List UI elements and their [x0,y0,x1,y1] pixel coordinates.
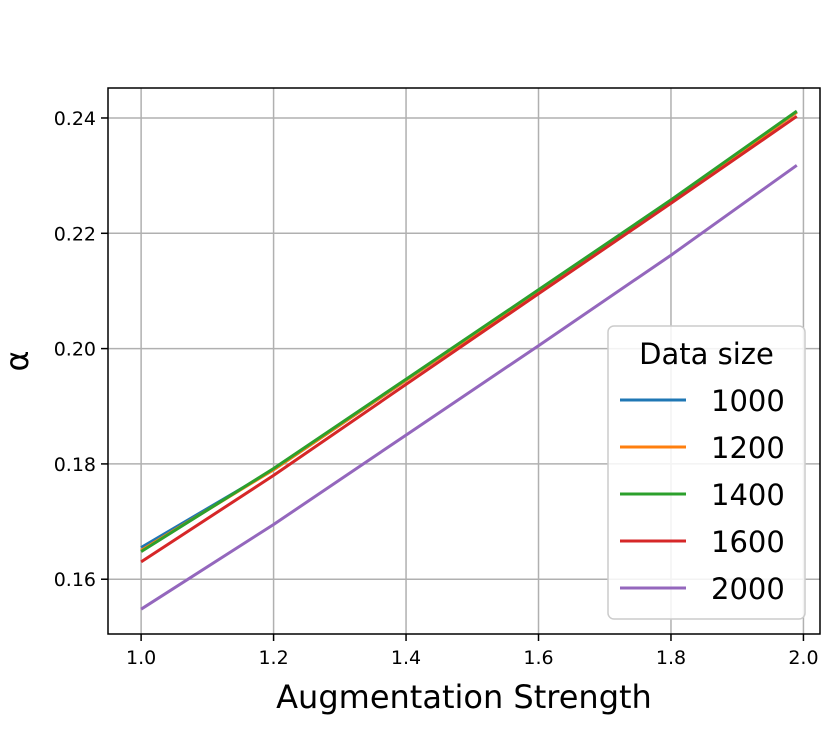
x-tick-label: 1.6 [523,647,553,669]
x-axis-label: Augmentation Strength [276,678,652,716]
series-lines [140,109,798,611]
legend-label-1400: 1400 [711,478,785,512]
x-tick-label: 1.2 [258,647,288,669]
x-axis-ticks: 1.0 1.2 1.4 1.6 1.8 2.0 [126,634,819,669]
x-tick-label: 1.0 [126,647,156,669]
plot-frame [107,87,821,635]
legend: Data size 1000 1200 1400 1600 2000 [607,325,806,620]
legend-label-1000: 1000 [711,384,785,418]
legend-label-1600: 1600 [711,525,785,559]
series-line-2000 [140,164,798,611]
legend-title: Data size [639,337,774,371]
y-tick-label: 0.16 [54,569,96,591]
series-line-1400 [140,109,798,553]
x-tick-label: 1.8 [656,647,686,669]
legend-label-1200: 1200 [711,431,785,465]
x-tick-label: 2.0 [788,647,818,669]
x-tick-label: 1.4 [391,647,421,669]
y-tick-label: 0.24 [54,108,96,130]
y-tick-label: 0.22 [54,223,96,245]
legend-items: 1000 1200 1400 1600 2000 [620,384,785,606]
y-tick-label: 0.18 [54,454,96,476]
y-tick-label: 0.20 [54,339,96,361]
y-axis-ticks: 0.16 0.18 0.20 0.22 0.24 [54,108,108,591]
legend-label-2000: 2000 [711,572,785,606]
y-axis-label: α [0,350,36,371]
series-line-1600 [140,115,798,564]
